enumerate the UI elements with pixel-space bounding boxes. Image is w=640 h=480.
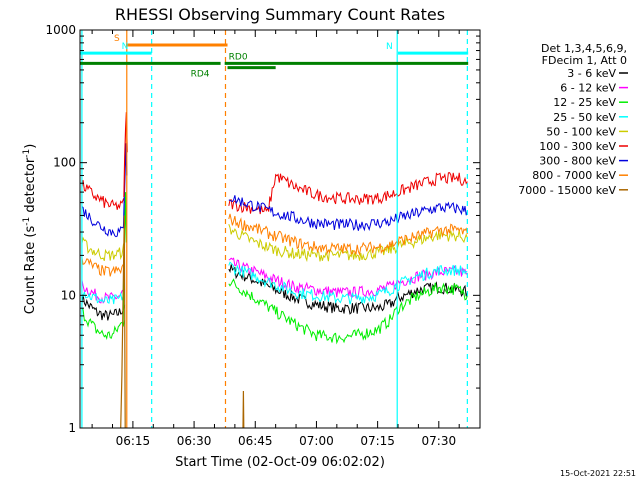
y-tick-label-0: 1 [68,421,76,435]
series-line-4-0 [81,236,126,261]
flag-label-0: S [114,34,120,44]
legend-label-4: 50 - 100 keV [546,125,616,138]
legend-header-0: Det 1,3,4,5,6,9, [541,42,627,55]
flag-label-1: N [122,42,129,52]
legend-label-5: 100 - 300 keV [539,140,616,153]
y-tick-label-3: 1000 [45,23,76,37]
flag-label-4: RD4 [191,69,210,79]
legend-label-6: 300 - 800 keV [539,155,616,168]
spike-line-4 [242,390,245,429]
timestamp: 15-Oct-2021 22:51 [560,469,636,478]
legend-label-3: 25 - 50 keV [553,111,616,124]
legend-label-7: 800 - 7000 keV [532,169,616,182]
plot-frame [79,29,481,429]
x-tick-label-2: 06:45 [238,434,273,448]
series-layer [81,112,468,429]
x-axis-label: Start Time (02-Oct-09 06:02:02) [175,455,385,470]
legend-label-8: 7000 - 15000 keV [518,184,616,197]
legend: Det 1,3,4,5,6,9,FDecim 1, Att 03 - 6 keV… [518,42,628,197]
legend-label-0: 3 - 6 keV [567,67,616,80]
flag-label-2: N [386,42,393,52]
series-line-2-0 [81,308,126,341]
x-tick-label-1: 06:30 [177,434,212,448]
series-line-5-1 [228,172,468,215]
y-label-part-mid: detector [23,157,38,217]
series-line-0-0 [81,294,126,321]
flag-label-3: RD0 [229,52,248,62]
y-label-part-main: Count Rate (s [23,226,38,315]
legend-label-1: 6 - 12 keV [560,82,616,95]
y-label-sup-2: -1 [22,149,32,158]
x-tick-label-0: 06:15 [116,434,151,448]
series-line-2-1 [228,278,468,345]
x-tick-label-5: 07:30 [422,434,457,448]
y-tick-label-1: 10 [61,288,76,302]
y-label-sup-1: -1 [22,217,32,226]
series-line-5-0 [81,180,126,210]
y-axis-label: Count Rate (s-1 detector-1) [22,144,38,315]
series-line-4-1 [228,224,468,263]
chart-title: RHESSI Observing Summary Count Rates [115,5,445,24]
y-tick-label-2: 100 [53,156,76,170]
series-line-7-0 [81,257,125,277]
series-line-3-1 [228,261,468,305]
x-tick-label-3: 07:00 [299,434,334,448]
y-label-part-end: ) [23,144,38,149]
series-line-3-0 [81,291,126,305]
series-line-1-0 [81,279,125,304]
legend-header-1: FDecim 1, Att 0 [542,54,627,67]
series-line-6-1 [228,195,468,232]
x-tick-label-4: 07:15 [360,434,395,448]
series-line-6-0 [81,205,126,238]
legend-label-2: 12 - 25 keV [553,96,616,109]
series-line-7-1 [228,213,468,257]
series-line-0-1 [228,264,468,315]
axis-layer: 1 10 100 1000 06:15 06:30 06:45 07:00 07:15 07:30 [45,23,480,448]
spike-line-3 [120,215,126,429]
